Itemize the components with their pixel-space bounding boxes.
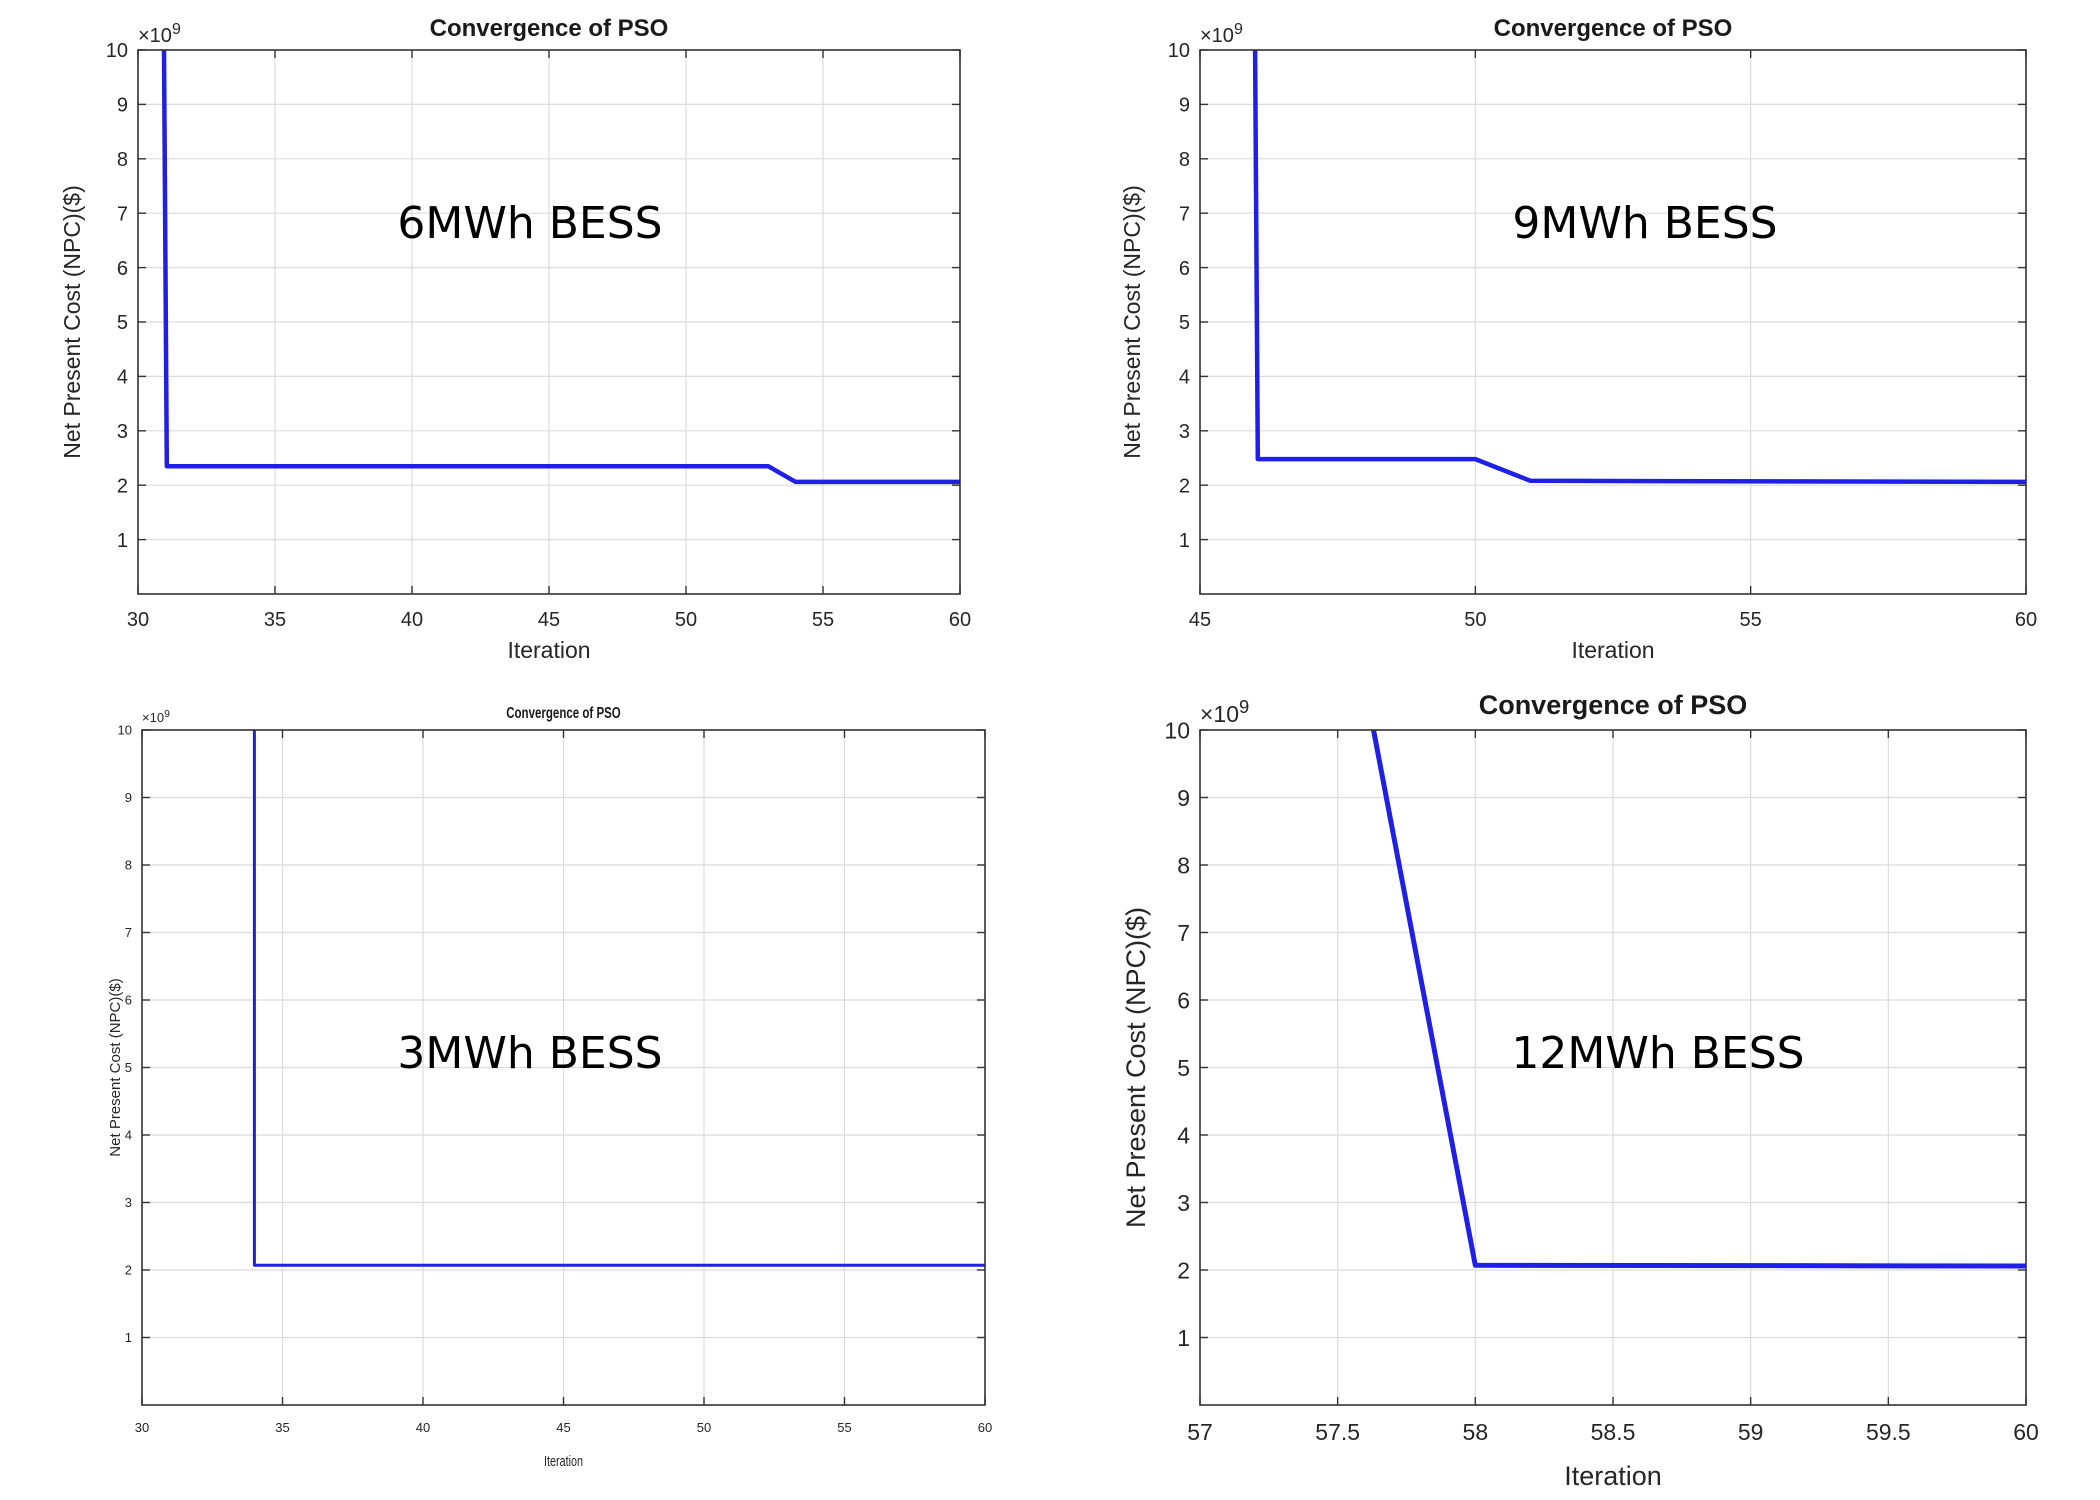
y-tick-label: 8	[117, 149, 128, 171]
x-tick-label: 35	[275, 1420, 289, 1435]
y-axis-label: Net Present Cost (NPC)($)	[107, 978, 124, 1156]
x-tick-label: 60	[2013, 1419, 2039, 1445]
x-tick-label: 60	[2015, 609, 2037, 631]
y-exponent-label: ×109	[138, 21, 181, 47]
y-tick-label: 10	[1168, 40, 1190, 62]
x-tick-label: 58.5	[1591, 1419, 1636, 1445]
x-tick-label: 45	[556, 1420, 570, 1435]
series-line-1	[252, 730, 985, 1267]
y-tick-label: 2	[1177, 1257, 1190, 1283]
bess-annotation: 12MWh BESS	[1511, 1028, 1804, 1079]
y-tick-label: 8	[1177, 852, 1190, 878]
x-axis-label: Iteration	[1571, 637, 1654, 663]
y-tick-label: 3	[117, 421, 128, 443]
x-tick-label: 60	[949, 609, 971, 631]
y-tick-label: 5	[1179, 312, 1190, 334]
x-tick-label: 59.5	[1866, 1419, 1911, 1445]
bess-annotation: 9MWh BESS	[1512, 198, 1777, 249]
y-tick-label: 6	[1179, 258, 1190, 280]
y-tick-label: 10	[1164, 717, 1190, 743]
chart-title: Convergence of PSO	[430, 15, 669, 42]
y-axis-label: Net Present Cost (NPC)($)	[59, 185, 85, 459]
chart-title: Convergence of PSO	[1494, 15, 1733, 42]
x-tick-label: 50	[675, 609, 697, 631]
y-tick-label: 2	[125, 1263, 132, 1278]
y-exponent-power: 9	[1234, 21, 1243, 38]
y-tick-label: 2	[1179, 475, 1190, 497]
y-tick-label: 3	[1179, 421, 1190, 443]
x-tick-label: 50	[697, 1420, 711, 1435]
y-tick-label: 5	[1177, 1055, 1190, 1081]
y-tick-label: 10	[118, 723, 132, 738]
y-tick-label: 6	[117, 258, 128, 280]
y-exponent-label: ×109	[1200, 21, 1243, 47]
chart-panel-4: 57 57.5 58 58.5 59 59.5 60 1 2 3 4 5 6 7 8 9 10 ×109 Conve…	[1121, 690, 2039, 1491]
y-tick-label: 9	[117, 95, 128, 117]
y-axis-label: Net Present Cost (NPC)($)	[1121, 907, 1151, 1228]
y-tick-label: 4	[125, 1128, 132, 1143]
chart-title: Convergence of PSO	[506, 703, 621, 721]
y-tick-label: 7	[1179, 203, 1190, 225]
x-tick-label: 50	[1464, 609, 1486, 631]
y-exponent-power: 9	[1239, 696, 1249, 717]
y-tick-label: 7	[117, 203, 128, 225]
y-tick-label: 1	[1179, 530, 1190, 552]
x-axis-label: Iteration	[1564, 1461, 1662, 1491]
x-tick-label: 55	[1740, 609, 1762, 631]
x-tick-label: 60	[978, 1420, 992, 1435]
x-tick-label: 59	[1738, 1419, 1764, 1445]
y-tick-label: 6	[125, 993, 132, 1008]
y-tick-label: 7	[125, 925, 132, 940]
y-tick-label: 1	[125, 1330, 132, 1345]
y-tick-label: 1	[1177, 1325, 1190, 1351]
x-tick-label: 57.5	[1315, 1419, 1360, 1445]
series-line-1	[1252, 49, 2027, 485]
y-tick-label: 9	[125, 790, 132, 805]
y-tick-label: 9	[1179, 95, 1190, 117]
y-axis-label: Net Present Cost (NPC)($)	[1119, 185, 1145, 459]
y-tick-label: 3	[125, 1195, 132, 1210]
x-tick-label: 40	[416, 1420, 430, 1435]
x-axis-label: Iteration	[507, 637, 590, 663]
y-tick-label: 4	[1177, 1122, 1190, 1148]
bess-annotation: 3MWh BESS	[397, 1028, 662, 1079]
y-tick-label: 10	[106, 40, 128, 62]
x-axis-label: Iteration	[544, 1452, 583, 1469]
y-tick-label: 8	[1179, 149, 1190, 171]
series-line-1	[161, 49, 960, 485]
x-tick-label: 57	[1187, 1419, 1213, 1445]
y-exponent-label: ×109	[142, 709, 170, 725]
series-line-1	[1371, 729, 2027, 1269]
y-exponent-label: ×109	[1200, 696, 1249, 727]
y-tick-label: 1	[117, 530, 128, 552]
x-tick-label: 35	[264, 609, 286, 631]
y-tick-label: 3	[1177, 1190, 1190, 1216]
x-tick-label: 40	[401, 609, 423, 631]
y-exponent-power: 9	[172, 21, 181, 38]
x-tick-label: 45	[538, 609, 560, 631]
y-tick-label: 5	[125, 1060, 132, 1075]
x-tick-label: 55	[837, 1420, 851, 1435]
y-tick-label: 8	[125, 858, 132, 873]
y-tick-label: 4	[1179, 367, 1190, 389]
x-tick-label: 55	[812, 609, 834, 631]
y-exponent-power: 9	[164, 709, 170, 720]
y-tick-label: 6	[1177, 987, 1190, 1013]
y-tick-label: 7	[1177, 920, 1190, 946]
y-tick-label: 5	[117, 312, 128, 334]
y-tick-label: 4	[117, 367, 128, 389]
y-tick-label: 2	[117, 475, 128, 497]
x-tick-label: 45	[1189, 609, 1211, 631]
y-tick-label: 9	[1177, 785, 1190, 811]
bess-annotation: 6MWh BESS	[397, 198, 662, 249]
x-tick-label: 30	[127, 609, 149, 631]
x-tick-label: 58	[1463, 1419, 1489, 1445]
chart-title: Convergence of PSO	[1479, 690, 1748, 720]
x-tick-label: 30	[135, 1420, 149, 1435]
